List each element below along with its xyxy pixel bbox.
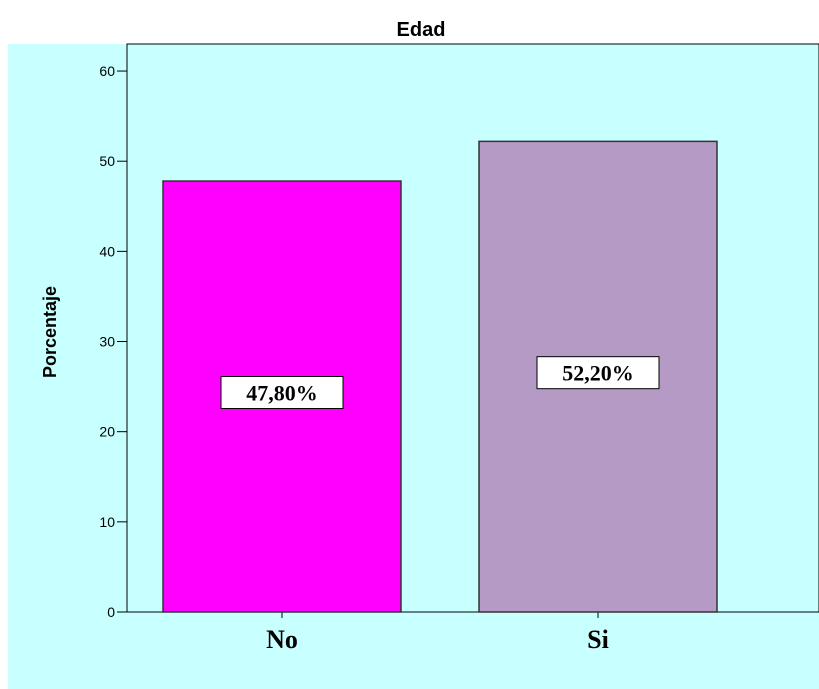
x-tick-label: No <box>266 625 298 654</box>
y-tick-label: 30 <box>99 334 115 350</box>
data-label-box <box>220 376 344 410</box>
bars: 47,80% 52,20% <box>162 140 718 613</box>
y-tick-label: 10 <box>99 514 115 530</box>
data-label: 52,20% <box>562 361 634 386</box>
y-tick-label: 0 <box>107 604 115 620</box>
data-label-box <box>536 356 660 390</box>
y-tick-label: 40 <box>99 243 115 259</box>
y-tick-label: 20 <box>99 424 115 440</box>
data-label: 47,80% <box>246 381 318 406</box>
y-tick-label: 60 <box>99 63 115 79</box>
chart-title: Edad <box>397 19 446 41</box>
y-tick-label: 50 <box>99 153 115 169</box>
x-tick-label: Si <box>587 625 609 654</box>
y-axis-label: Porcentaje <box>40 286 60 378</box>
